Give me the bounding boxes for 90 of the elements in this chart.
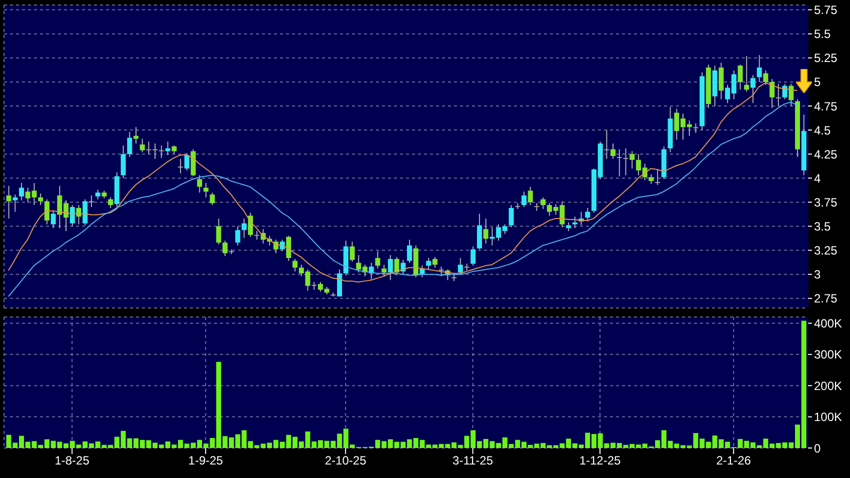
candlestick <box>616 148 622 177</box>
candlestick <box>127 131 132 158</box>
candlestick <box>210 192 215 206</box>
y-tick-label: 300K <box>814 348 842 362</box>
y-tick-label: 400K <box>814 316 842 330</box>
y-tick-label: 3.5 <box>814 220 832 234</box>
y-tick-label: 4.25 <box>814 147 838 162</box>
y-tick-label: 5.5 <box>814 27 832 42</box>
candlestick <box>184 152 190 171</box>
candlestick <box>470 246 476 266</box>
y-tick-label: 5.75 <box>814 3 838 18</box>
y-tick-label: 4.5 <box>814 123 832 138</box>
candlestick <box>655 168 660 186</box>
candlestick <box>388 254 393 281</box>
candlestick <box>585 207 590 222</box>
candlestick <box>407 239 412 264</box>
candlestick <box>235 226 240 246</box>
line-series <box>8 102 798 297</box>
x-tick-label: 1-12-25 <box>579 454 622 468</box>
candlestick <box>630 150 635 170</box>
candlestick <box>242 218 247 238</box>
candlestick <box>216 218 222 246</box>
candlestick <box>521 191 526 208</box>
candlestick <box>770 78 775 108</box>
candlestick <box>572 216 578 229</box>
candlestick <box>604 130 610 160</box>
candlestick <box>756 54 762 82</box>
candlestick <box>744 55 750 92</box>
y-tick-label: 5.25 <box>814 51 838 66</box>
candlestick <box>394 256 400 276</box>
candlestick <box>648 174 654 184</box>
candlestick <box>426 257 432 270</box>
x-tick-label: 2-10-25 <box>324 454 367 468</box>
candlestick <box>337 269 342 297</box>
x-tick-label: 2-1-26 <box>716 454 752 468</box>
candlestick <box>750 74 756 104</box>
candlestick <box>292 258 298 272</box>
y-tick-label: 4.75 <box>814 99 838 114</box>
x-tick-label: 1-8-25 <box>54 454 90 468</box>
y-tick-label: 2.75 <box>814 292 838 306</box>
y-tick-label: 200K <box>814 378 842 393</box>
candlestick <box>95 189 100 200</box>
candlestick <box>693 122 698 134</box>
candlestick <box>286 235 292 262</box>
candlestick <box>438 266 444 277</box>
candlestick <box>458 257 463 275</box>
candlestick <box>610 143 616 160</box>
candlestick <box>12 194 18 212</box>
candlestick <box>782 83 788 100</box>
candlestick <box>483 218 488 244</box>
candlestick <box>50 210 56 229</box>
candlestick <box>623 148 628 176</box>
candlestick <box>508 204 514 228</box>
y-tick-label: 3.25 <box>814 244 838 258</box>
candlestick <box>108 196 114 208</box>
x-tick-label: 3-11-25 <box>452 454 494 468</box>
candlestick <box>776 83 781 106</box>
candlestick <box>718 62 724 100</box>
candlestick <box>18 182 24 201</box>
candlestick <box>534 202 540 212</box>
candlestick <box>248 212 253 238</box>
candlestick <box>222 240 228 257</box>
y-tick-label: 5 <box>814 75 821 90</box>
y-tick-label: 4 <box>814 171 821 186</box>
candlestick <box>6 185 12 220</box>
candlestick <box>88 194 94 208</box>
candlestick <box>528 186 533 206</box>
candlestick <box>82 198 88 226</box>
candlestick <box>476 213 482 250</box>
candlestick <box>140 138 145 153</box>
candlestick <box>738 64 743 90</box>
candlestick <box>763 70 768 86</box>
y-tick-label: 3 <box>814 268 821 282</box>
candlestick <box>197 174 202 194</box>
candlestick <box>375 250 380 270</box>
candlestick <box>350 241 355 262</box>
candlestick <box>382 264 387 277</box>
y-tick-label: 3.75 <box>814 195 838 210</box>
candlestick <box>203 182 208 198</box>
candlestick <box>540 196 546 210</box>
candlestick <box>120 144 126 179</box>
candlestick <box>788 83 794 106</box>
candlestick <box>178 158 184 174</box>
y-tick-label: 0 <box>814 441 821 456</box>
candlestick <box>432 256 438 268</box>
y-tick-label: 100K <box>814 410 842 424</box>
candlestick <box>44 198 50 225</box>
candlestick <box>70 204 75 227</box>
x-tick-label: 1-9-25 <box>188 454 224 468</box>
candlestick <box>38 193 44 206</box>
